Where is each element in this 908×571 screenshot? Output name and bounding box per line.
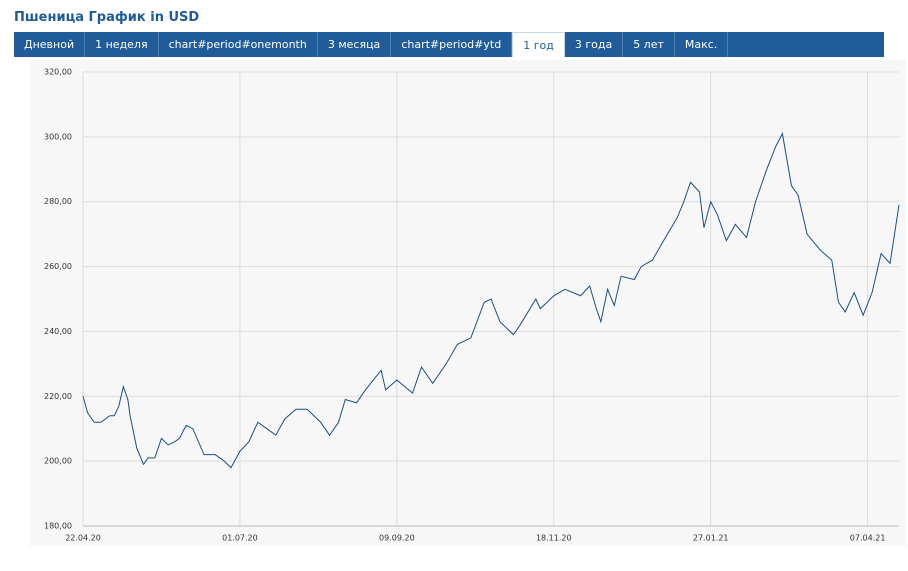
y-tick-label: 260,00 xyxy=(44,262,72,271)
price-line xyxy=(82,132,900,469)
tab[interactable]: Дневной xyxy=(14,32,86,57)
y-tick-label: 300,00 xyxy=(44,132,72,141)
tab-bar: Дневной 1 неделя chart#period#onemonth 3 ме… xyxy=(14,32,884,57)
x-tick-label: 18.11.20 xyxy=(536,534,572,543)
tab[interactable]: Макс. xyxy=(675,32,729,57)
y-tick-label: 240,00 xyxy=(44,327,72,336)
tab[interactable]: 3 месяца xyxy=(318,32,392,57)
tab[interactable]: chart#period#onemonth xyxy=(159,32,318,57)
tab[interactable]: 1 неделя xyxy=(85,32,159,57)
page-title: Пшеница График in USD xyxy=(14,10,200,25)
y-tick-label: 220,00 xyxy=(44,392,72,401)
tab[interactable]: 5 лет xyxy=(623,32,675,57)
y-tick-label: 180,00 xyxy=(44,522,72,531)
y-tick-label: 200,00 xyxy=(44,457,72,466)
y-tick-label: 280,00 xyxy=(44,197,72,206)
x-tick-label: 01.07.20 xyxy=(222,534,258,543)
x-tick-label: 07.04.21 xyxy=(850,534,886,543)
x-tick-label: 27.01.21 xyxy=(693,534,729,543)
x-tick-label: 22.04.20 xyxy=(65,534,101,543)
tab[interactable]: 3 года xyxy=(565,32,624,57)
chart-panel xyxy=(30,60,906,546)
y-tick-label: 320,00 xyxy=(44,68,72,77)
tab[interactable]: chart#period#ytd xyxy=(391,32,513,57)
tab[interactable]: 1 год xyxy=(512,32,565,57)
x-tick-label: 09.09.20 xyxy=(379,534,415,543)
